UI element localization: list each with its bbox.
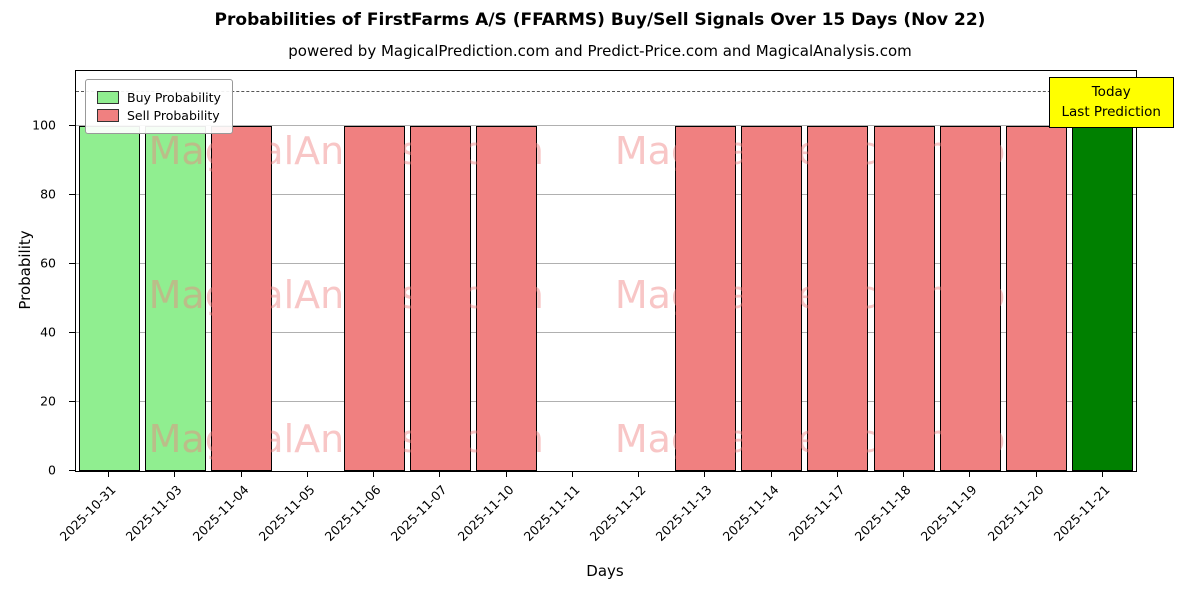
y-tick-mark xyxy=(69,331,75,333)
x-tick-mark xyxy=(704,471,706,477)
gridline xyxy=(76,194,1136,196)
bars-layer xyxy=(76,71,1136,471)
x-tick-label: 2025-11-03 xyxy=(122,482,185,544)
x-tick-mark xyxy=(903,471,905,477)
gridline xyxy=(76,401,1136,403)
legend-label-sell: Sell Probability xyxy=(127,108,220,123)
bar xyxy=(674,126,736,471)
y-tick-mark xyxy=(69,400,75,402)
x-tick-label: 2025-11-10 xyxy=(454,482,517,544)
bar-slot xyxy=(474,71,540,471)
buy-swatch xyxy=(97,91,119,104)
annotation-line-1: Today xyxy=(1091,84,1131,100)
legend-item-buy: Buy Probability xyxy=(97,90,221,105)
x-tick-mark xyxy=(108,471,110,477)
x-tick-mark xyxy=(505,471,507,477)
bar xyxy=(78,126,140,471)
chart-title: Probabilities of FirstFarms A/S (FFARMS)… xyxy=(214,10,986,30)
y-tick-label: 0 xyxy=(48,462,56,478)
x-tick-label: 2025-11-18 xyxy=(851,482,914,544)
bar xyxy=(939,126,1001,471)
bar xyxy=(476,126,538,471)
x-tick-mark xyxy=(1101,471,1103,477)
bar-slot xyxy=(275,71,341,471)
x-tick-label: 2025-11-12 xyxy=(586,482,649,544)
bar-slot xyxy=(76,71,142,471)
x-tick-label: 2025-10-31 xyxy=(56,482,119,544)
bar-slot xyxy=(1004,71,1070,471)
legend-label-buy: Buy Probability xyxy=(127,90,221,105)
y-tick-mark xyxy=(69,262,75,264)
y-tick-mark xyxy=(69,469,75,471)
bar-slot xyxy=(540,71,606,471)
y-tick-label: 60 xyxy=(40,255,56,271)
x-axis-tick-labels: 2025-10-31 2025-11-03 2025-11-04 2025-11-05… xyxy=(57,470,1135,585)
x-tick-mark xyxy=(306,471,308,477)
bar xyxy=(1072,126,1134,471)
y-tick-label: 100 xyxy=(32,117,56,133)
bar-slot xyxy=(142,71,208,471)
y-axis-tick-marks xyxy=(69,70,75,471)
x-tick-mark xyxy=(373,471,375,477)
y-axis-tick-labels: 0 20 40 60 80 100 xyxy=(0,70,68,478)
x-tick-label: 2025-11-04 xyxy=(189,482,252,544)
bar xyxy=(211,126,273,471)
today-annotation: Today Last Prediction xyxy=(1048,77,1174,129)
gridline xyxy=(76,332,1136,334)
legend-item-sell: Sell Probability xyxy=(97,108,221,123)
y-tick-label: 80 xyxy=(40,186,56,202)
x-tick-mark xyxy=(174,471,176,477)
bar-slot xyxy=(871,71,937,471)
x-tick-label: 2025-11-21 xyxy=(1050,482,1113,544)
x-tick-label: 2025-11-06 xyxy=(321,482,384,544)
y-tick-label: 20 xyxy=(40,393,56,409)
bar-slot xyxy=(606,71,672,471)
bar xyxy=(144,126,206,471)
x-tick-mark xyxy=(969,471,971,477)
bar-slot xyxy=(937,71,1003,471)
bar-slot xyxy=(739,71,805,471)
x-tick-mark xyxy=(439,471,441,477)
x-tick-mark xyxy=(638,471,640,477)
bar xyxy=(343,126,405,471)
legend: Buy Probability Sell Probability xyxy=(85,79,233,134)
x-tick-label: 2025-11-14 xyxy=(719,482,782,544)
bar-slot xyxy=(209,71,275,471)
x-tick-label: 2025-11-19 xyxy=(917,482,980,544)
gridline xyxy=(76,125,1136,127)
x-tick-label: 2025-11-13 xyxy=(652,482,715,544)
chart-subtitle: powered by MagicalPrediction.com and Pre… xyxy=(288,42,912,60)
bar-slot xyxy=(805,71,871,471)
bar xyxy=(741,126,803,471)
bar xyxy=(409,126,471,471)
x-tick-label: 2025-11-11 xyxy=(520,482,583,544)
bar-slot xyxy=(341,71,407,471)
x-axis-label: Days xyxy=(586,562,624,580)
x-tick-label: 2025-11-20 xyxy=(984,482,1047,544)
bar-slot xyxy=(1070,71,1136,471)
x-tick-mark xyxy=(770,471,772,477)
bar xyxy=(807,126,869,471)
bar-slot xyxy=(672,71,738,471)
x-tick-label: 2025-11-17 xyxy=(785,482,848,544)
threshold-dashed-line xyxy=(76,90,1136,92)
bar xyxy=(873,126,935,471)
x-tick-mark xyxy=(240,471,242,477)
sell-swatch xyxy=(97,109,119,122)
y-tick-label: 40 xyxy=(40,324,56,340)
y-tick-mark xyxy=(69,124,75,126)
plot-area: MagicalAnalysis.com MagicalPrediction.com… xyxy=(75,70,1174,472)
x-tick-label: 2025-11-05 xyxy=(255,482,318,544)
bar-slot xyxy=(407,71,473,471)
bar xyxy=(1006,126,1068,471)
x-tick-mark xyxy=(1035,471,1037,477)
x-tick-mark xyxy=(571,471,573,477)
gridline xyxy=(76,263,1136,265)
annotation-line-2: Last Prediction xyxy=(1061,103,1161,120)
x-tick-mark xyxy=(836,471,838,477)
x-tick-label: 2025-11-07 xyxy=(387,482,450,544)
y-tick-mark xyxy=(69,193,75,195)
